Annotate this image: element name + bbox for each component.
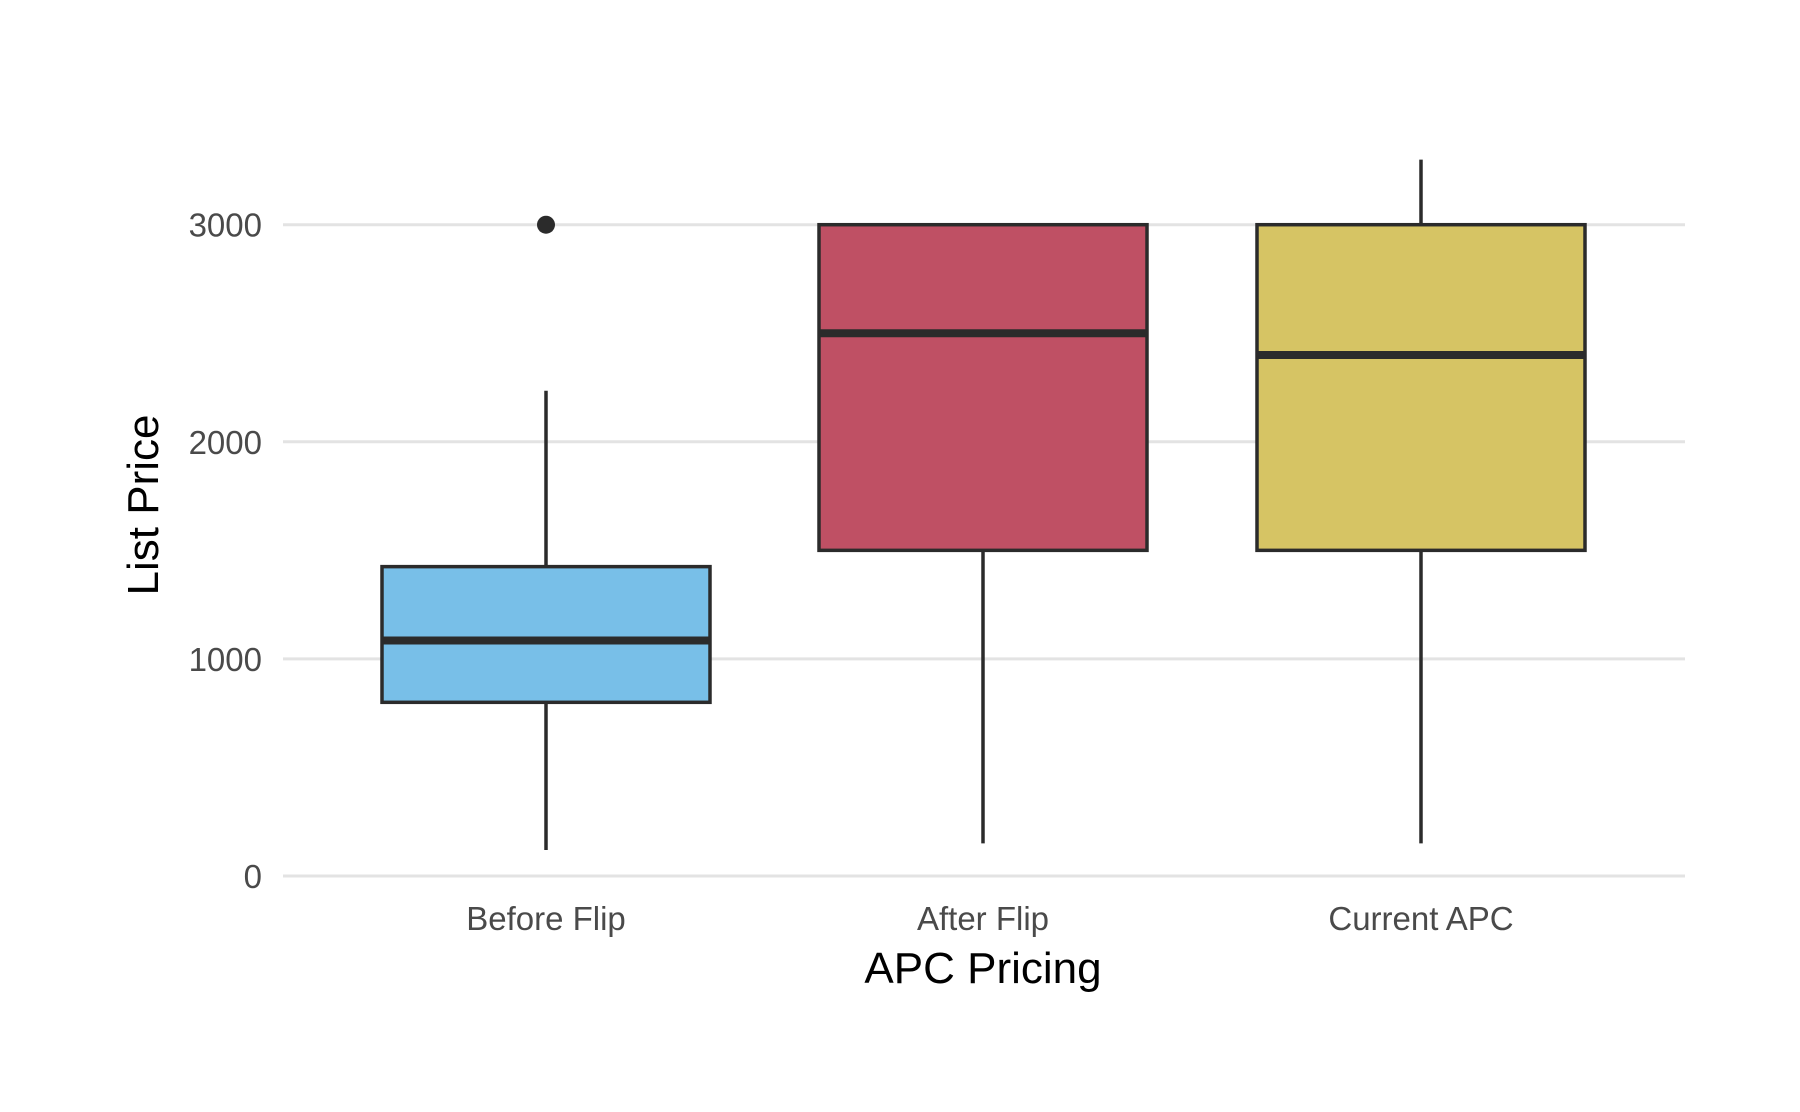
box-1 — [380, 215, 712, 850]
y-tick-label: 0 — [244, 858, 262, 895]
boxes — [380, 159, 1587, 850]
x-tick-label: Current APC — [1328, 900, 1513, 937]
box-body — [1255, 222, 1587, 553]
x-tick-labels: Before Flip After Flip Current APC — [466, 900, 1513, 937]
y-tick-label: 1000 — [189, 641, 262, 678]
y-tick-label: 3000 — [189, 207, 262, 244]
box-body — [817, 222, 1149, 553]
y-axis-title: List Price — [119, 415, 168, 596]
y-tick-labels: 0 1000 2000 3000 — [189, 207, 262, 895]
x-tick-label: After Flip — [917, 900, 1049, 937]
outlier-point — [537, 215, 555, 234]
x-axis-title: APC Pricing — [864, 944, 1101, 993]
box-body — [380, 564, 712, 705]
y-tick-label: 2000 — [189, 424, 262, 461]
box-3 — [1255, 159, 1587, 844]
x-tick-label: Before Flip — [466, 900, 626, 937]
box-2 — [817, 222, 1149, 844]
